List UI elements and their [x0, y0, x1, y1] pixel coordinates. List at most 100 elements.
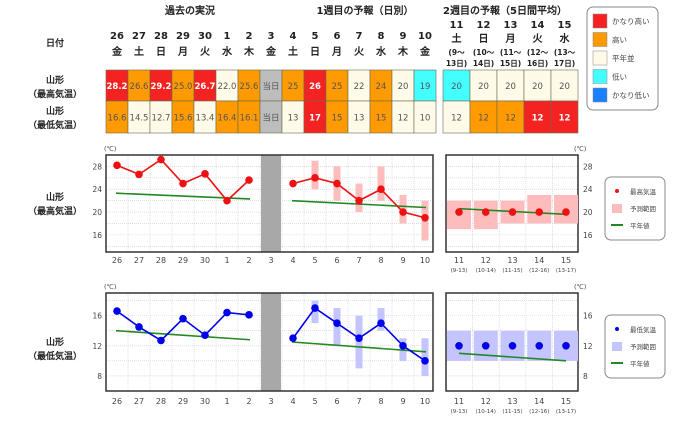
legend-swatch-h	[592, 32, 608, 47]
date-number: 30	[198, 31, 212, 42]
y-tick-label-right: 8	[583, 372, 588, 381]
y-tick-label-right: 12	[583, 342, 593, 351]
x-tick-label: 1	[224, 256, 229, 265]
cell-value: 26.7	[195, 82, 216, 92]
observed-point	[135, 170, 143, 179]
weekday: 木	[397, 45, 409, 58]
cell-value: 20	[451, 82, 462, 92]
legend-label: 低い	[612, 72, 627, 82]
cell-value: 29.2	[151, 82, 172, 92]
table-cell	[413, 100, 437, 134]
cell-value: 16.6	[108, 114, 127, 124]
week2-point	[535, 208, 544, 216]
cell-value: 15.6	[174, 114, 193, 124]
legend-swatch-l	[592, 69, 608, 84]
x-tick-label: 6	[334, 256, 339, 265]
date-number: 27	[132, 31, 146, 42]
x-tick-sublabel: (11-15)	[502, 268, 522, 274]
table-cell	[550, 100, 579, 134]
x-tick-label: 27	[134, 256, 144, 265]
table-cell	[496, 100, 525, 134]
week2-weekday: 土	[452, 32, 462, 45]
week2-point	[481, 341, 490, 350]
y-unit-left: (℃)	[104, 145, 116, 153]
observed-point	[223, 308, 231, 317]
y-tick-label: 8	[97, 372, 102, 381]
plot-frame	[105, 154, 434, 253]
x-tick-sublabel: (10-14)	[476, 268, 496, 274]
date-number: 10	[418, 31, 432, 42]
cell-value: 16.4	[218, 114, 237, 124]
x-tick-label: 29	[178, 397, 188, 406]
weekday: 土	[288, 45, 298, 58]
observed-point	[245, 176, 253, 184]
x-tick-label: 4	[290, 397, 295, 406]
cell-value: 26	[309, 82, 321, 92]
date-number: 6	[334, 31, 341, 42]
week2-point	[508, 208, 517, 216]
weekday: 金	[419, 45, 431, 58]
date-number: 1	[224, 31, 231, 42]
x-tick-label: 7	[356, 256, 361, 265]
chart-legend-label: 最高気温	[630, 187, 657, 196]
forecast-point	[421, 357, 429, 365]
cell-value: 20	[532, 82, 543, 92]
week2-range-start: (10～	[473, 48, 495, 57]
y-tick-label: 24	[92, 185, 102, 194]
cell-value: 22.0	[218, 82, 237, 92]
x-tick-label: 12	[481, 256, 491, 265]
forecast-point	[399, 341, 407, 350]
header-past: 過去の実況	[164, 4, 215, 17]
date-number: 29	[176, 31, 190, 42]
forecast-point	[333, 319, 341, 327]
x-tick-sublabel: (11-15)	[502, 409, 522, 415]
chart-row-label-sub: （最低気温）	[28, 350, 82, 362]
y-unit-right: (℃)	[574, 145, 586, 153]
weekday: 木	[243, 45, 255, 58]
cell-value: 20	[398, 82, 409, 92]
today-bar	[261, 293, 281, 391]
row-label-max-sub: （最高気温）	[28, 88, 82, 100]
table-cell	[469, 69, 498, 102]
x-tick-sublabel: (12-16)	[529, 409, 549, 415]
cell-value: 12	[398, 114, 409, 124]
cell-value: 20	[478, 82, 489, 92]
legend-range-icon	[612, 204, 622, 213]
chart-row-label: 山形	[46, 191, 64, 203]
cell-value: 13	[354, 114, 365, 124]
observed-point	[157, 155, 165, 164]
cell-value: 25.6	[240, 82, 259, 92]
forecast-point	[289, 334, 297, 343]
normal-line-week2	[458, 352, 567, 362]
y-tick-label: 28	[92, 162, 102, 171]
date-number: 2	[246, 31, 253, 42]
cell-value: 当日	[262, 81, 279, 92]
plot-frame	[105, 292, 434, 392]
x-tick-label: 30	[200, 397, 210, 406]
normal-line-forecast	[291, 341, 427, 353]
y-tick-label-right: 24	[583, 185, 593, 194]
observed-point	[223, 196, 231, 205]
legend-swatch-n	[592, 50, 608, 66]
week2-date-number: 15	[558, 20, 572, 31]
cell-value: 13	[288, 114, 299, 124]
cell-value: 13.4	[196, 114, 215, 124]
x-tick-label: 2	[246, 397, 251, 406]
week2-range-start: (9～	[448, 48, 465, 57]
cell-value: 16.1	[240, 114, 259, 124]
x-tick-label: 10	[420, 397, 430, 406]
observed-point	[113, 307, 121, 315]
header-week1: 1週目の予報（日別）	[317, 4, 414, 17]
observed-point	[135, 323, 143, 331]
y-tick-label-right: 20	[583, 208, 593, 217]
date-number: 26	[110, 31, 124, 42]
week2-point	[455, 208, 463, 216]
week2-range-end: 17日)	[554, 59, 575, 68]
x-tick-label: 15	[561, 256, 571, 265]
y-unit-left: (℃)	[104, 283, 116, 291]
table-cell	[442, 100, 471, 134]
observed-point	[201, 331, 209, 340]
weekday: 土	[134, 45, 144, 58]
x-tick-label: 13	[507, 397, 517, 406]
x-tick-sublabel: (12-16)	[529, 268, 549, 274]
